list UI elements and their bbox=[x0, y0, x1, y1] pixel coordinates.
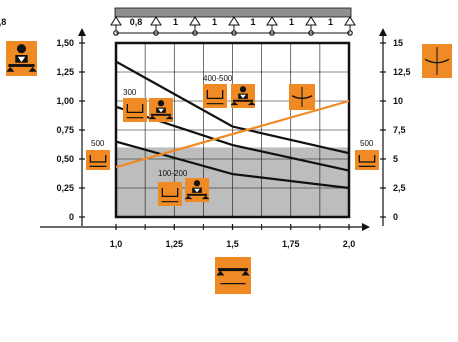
span-label: 1 bbox=[250, 17, 255, 27]
formwork-section-icon bbox=[158, 182, 182, 206]
y-right-tick-label: 10 bbox=[393, 96, 403, 106]
series-line-4 bbox=[115, 99, 350, 169]
plot-frame bbox=[114, 41, 351, 219]
span-label: 1 bbox=[289, 17, 294, 27]
support-triangle bbox=[344, 16, 356, 26]
y-left-tick-label: 1,50 bbox=[56, 38, 74, 48]
formwork-width-icon bbox=[355, 150, 379, 170]
person-load-icon bbox=[6, 41, 37, 76]
person-on-beam-icon bbox=[184, 178, 210, 202]
beam-length-icon bbox=[215, 257, 251, 294]
beam-deflection-icon bbox=[289, 84, 315, 110]
series-line-3 bbox=[115, 140, 350, 190]
x-tick-label: 1,5 bbox=[226, 239, 239, 249]
y-right-tick-label: 2,5 bbox=[393, 183, 406, 193]
y-left-tick-label: 1,00 bbox=[56, 96, 74, 106]
y-left-tick-label: 0,25 bbox=[56, 183, 74, 193]
x-tick-label: 1,75 bbox=[282, 239, 300, 249]
span-label: 0,8 bbox=[130, 17, 143, 27]
formwork-width-icon bbox=[86, 150, 110, 170]
formwork-section-icon bbox=[123, 98, 147, 122]
support-triangle bbox=[266, 16, 278, 26]
y-left-tick-label: 0,75 bbox=[56, 125, 74, 135]
support-triangle bbox=[228, 16, 240, 26]
y-right-tick-label: 0 bbox=[393, 212, 398, 222]
annotation-100-200: 100-200 bbox=[158, 169, 188, 178]
span-label: 1 bbox=[173, 17, 178, 27]
annotation-500-left: 500 bbox=[91, 139, 105, 148]
y-left-tick-label: 0 bbox=[69, 212, 74, 222]
x-tick-label: 2,0 bbox=[343, 239, 356, 249]
support-triangle bbox=[189, 16, 201, 26]
support-triangle bbox=[150, 16, 162, 26]
support-triangle bbox=[110, 16, 122, 26]
y-right-tick-label: 5 bbox=[393, 154, 398, 164]
y-left-axis-arrow bbox=[78, 28, 86, 36]
person-on-beam-icon bbox=[230, 84, 256, 108]
annotation-300: 300 bbox=[123, 88, 137, 97]
span-label: 1 bbox=[328, 17, 333, 27]
y-right-tick-label: 7,5 bbox=[393, 125, 406, 135]
y-left-tick-label: 0,50 bbox=[56, 154, 74, 164]
x-tick-label: 1,25 bbox=[165, 239, 183, 249]
series-line-1 bbox=[115, 60, 350, 155]
y-right-tick-label: 15 bbox=[393, 38, 403, 48]
support-triangle bbox=[305, 16, 317, 26]
y-right-axis-arrow bbox=[379, 28, 387, 36]
annotation-400-500: 400-500 bbox=[203, 74, 233, 83]
x-tick-label: 1,0 bbox=[110, 239, 123, 249]
span-beam bbox=[114, 7, 352, 18]
y-left-tick-label: 1,25 bbox=[56, 67, 74, 77]
annotation-500-right: 500 bbox=[360, 139, 374, 148]
person-on-beam-icon bbox=[148, 98, 174, 122]
x-axis-arrow bbox=[362, 223, 370, 231]
span-label: 0,8 bbox=[0, 17, 6, 27]
beam-deflection-icon bbox=[422, 44, 452, 78]
y-right-tick-label: 12,5 bbox=[393, 67, 411, 77]
formwork-section-icon bbox=[203, 84, 227, 108]
span-label: 1 bbox=[212, 17, 217, 27]
